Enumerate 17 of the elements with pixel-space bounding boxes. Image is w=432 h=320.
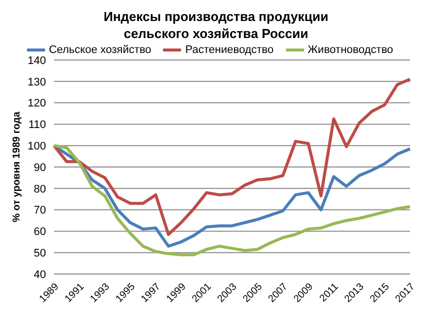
y-axis-title: % от уровня 1989 года <box>12 111 23 222</box>
y-tick-label: 40 <box>34 268 46 281</box>
y-tick-label: 60 <box>34 226 46 238</box>
y-tick-label: 50 <box>34 248 46 260</box>
y-tick-label: 100 <box>28 140 46 153</box>
y-tick-label: 130 <box>28 76 46 88</box>
y-tick-label: 140 <box>28 54 46 67</box>
legend-label: Сельское хозяйство <box>48 44 152 56</box>
y-tick-label: 80 <box>34 183 46 196</box>
chart-title: Индексы производства продукции сельского хозяйства России <box>102 8 330 42</box>
line-series <box>52 78 412 236</box>
y-tick-label: 110 <box>28 119 46 132</box>
y-tick-label: 70 <box>34 204 46 217</box>
y-tick-label: 120 <box>28 98 46 110</box>
legend-label: Животноводство <box>308 44 394 56</box>
y-tick-label: 90 <box>34 162 46 174</box>
legend-label: Растениеводство <box>185 44 274 56</box>
